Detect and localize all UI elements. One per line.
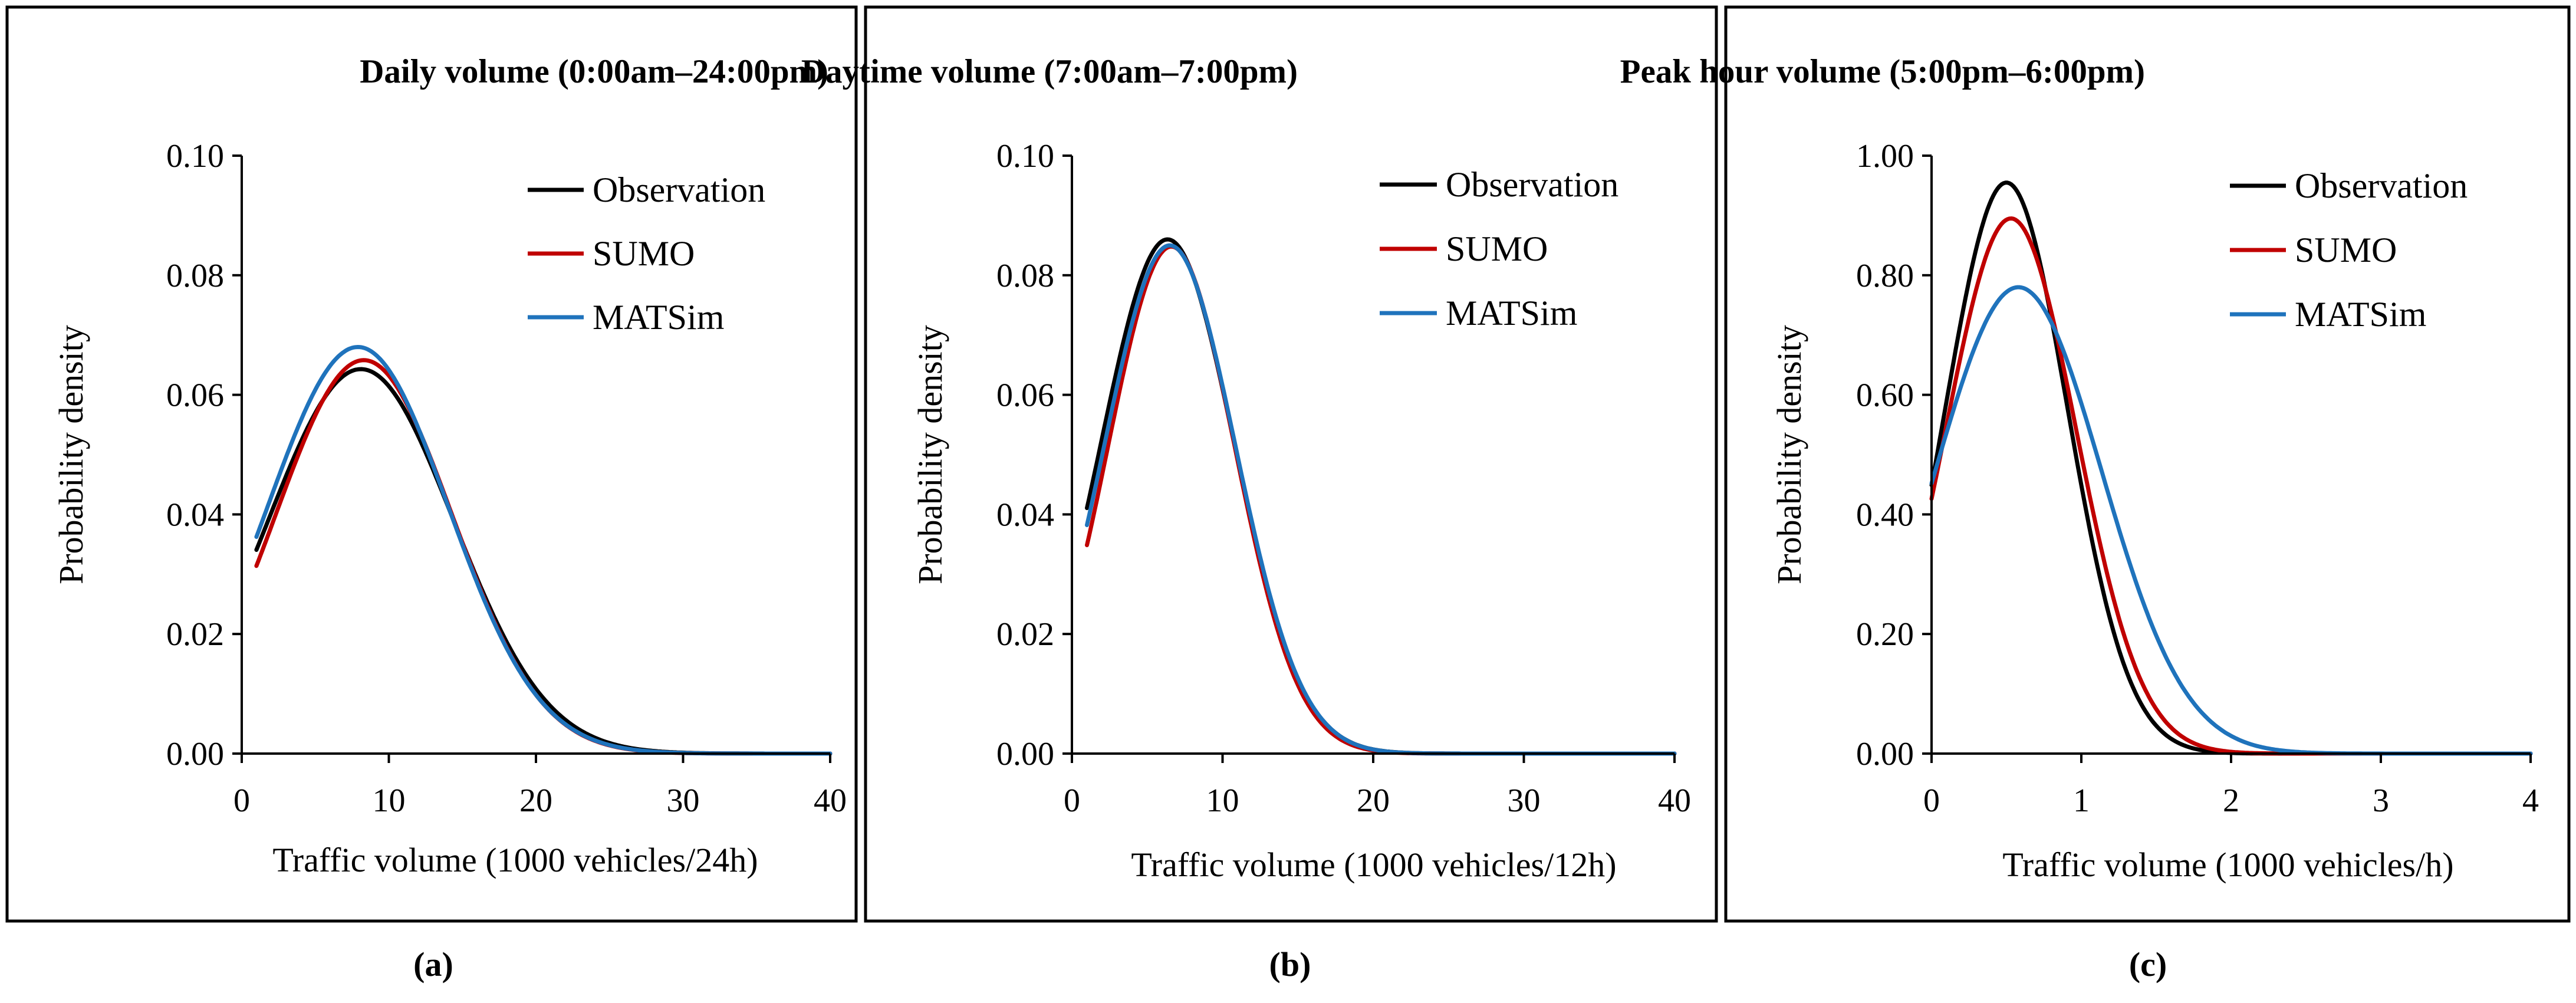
y-axis-title: Probability density (911, 325, 949, 584)
y-tick-label: 0.08 (166, 258, 224, 294)
y-axis-title: Probability density (1770, 325, 1808, 584)
legend-label-sumo: SUMO (2295, 231, 2397, 269)
y-tick-label: 0.02 (996, 616, 1054, 653)
y-tick-label: 0.00 (166, 736, 224, 772)
x-tick-label: 30 (667, 782, 700, 819)
x-tick-label: 2 (2223, 782, 2239, 819)
panel-label: (c) (2129, 945, 2167, 984)
x-tick-label: 20 (519, 782, 552, 819)
x-tick-label: 20 (1357, 782, 1390, 819)
y-tick-label: 0.00 (1856, 736, 1914, 772)
y-tick-label: 0.10 (996, 138, 1054, 175)
legend-label-matsim: MATSim (593, 298, 724, 337)
panel-label: (a) (413, 945, 453, 984)
y-tick-label: 0.04 (996, 496, 1054, 533)
chart-title: Daily volume (0:00am–24:00pm) (360, 53, 828, 90)
x-axis-title: Traffic volume (1000 vehicles/h) (2002, 846, 2453, 884)
x-axis-title: Traffic volume (1000 vehicles/24h) (272, 841, 758, 879)
chart-panel-2: Daytime volume (7:00am–7:00pm) 0.00 0.02 0.… (801, 5, 1718, 984)
y-tick-label: 0.60 (1856, 377, 1914, 414)
legend-label-matsim: MATSim (1446, 294, 1577, 333)
x-tick-label: 0 (1064, 782, 1080, 819)
x-tick-label: 4 (2522, 782, 2539, 819)
chart-title: Peak hour volume (5:00pm–6:00pm) (1620, 53, 2145, 90)
x-tick-label: 1 (2073, 782, 2090, 819)
x-tick-label: 10 (1206, 782, 1239, 819)
panel-frame (864, 5, 1718, 923)
legend-label-sumo: SUMO (1446, 229, 1548, 268)
x-tick-label: 10 (373, 782, 406, 819)
x-tick-label: 30 (1508, 782, 1541, 819)
x-axis-title: Traffic volume (1000 vehicles/12h) (1131, 846, 1616, 884)
y-tick-label: 0.20 (1856, 616, 1914, 653)
chart-panel-3: Peak hour volume (5:00pm–6:00pm) 0.00 0.20… (1620, 5, 2571, 984)
legend-label-observation: Observation (1446, 165, 1618, 204)
y-tick-label: 0.08 (996, 258, 1054, 294)
y-tick-label: 0.40 (1856, 496, 1914, 533)
legend-label-observation: Observation (593, 170, 765, 209)
panel-label: (b) (1269, 945, 1311, 984)
x-tick-label: 0 (233, 782, 250, 819)
panel-frame (1724, 5, 2571, 923)
legend-label-observation: Observation (2295, 166, 2468, 205)
legend-label-sumo: SUMO (593, 234, 695, 273)
y-tick-label: 0.00 (996, 736, 1054, 772)
y-axis-title: Probability density (52, 325, 90, 584)
y-tick-label: 0.04 (166, 496, 224, 533)
x-tick-label: 0 (1923, 782, 1940, 819)
x-tick-label: 3 (2373, 782, 2389, 819)
y-tick-label: 1.00 (1856, 138, 1914, 175)
y-tick-label: 0.80 (1856, 258, 1914, 294)
x-tick-label: 40 (814, 782, 847, 819)
y-tick-label: 0.06 (996, 377, 1054, 414)
y-tick-label: 0.06 (166, 377, 224, 414)
y-tick-label: 0.02 (166, 616, 224, 653)
chart-title: Daytime volume (7:00am–7:00pm) (801, 53, 1298, 90)
y-tick-label: 0.10 (166, 138, 224, 175)
chart-panel-1: Daily volume (0:00am–24:00pm) 0.00 0.02 0.0… (5, 5, 858, 984)
x-tick-label: 40 (1658, 782, 1691, 819)
legend-label-matsim: MATSim (2295, 295, 2426, 334)
